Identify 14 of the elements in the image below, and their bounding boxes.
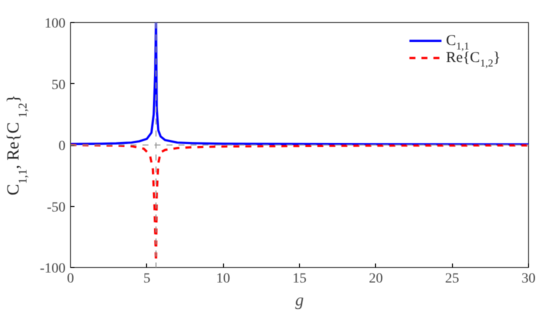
x-tick-label: 30 (522, 272, 536, 286)
x-tick-label: 15 (292, 272, 306, 286)
y-axis-title: C1,1, Re{C1,2} (4, 94, 30, 196)
x-tick-label: 25 (445, 272, 460, 286)
x-axis-title: g (295, 290, 304, 310)
x-tick-label: 5 (143, 272, 150, 286)
y-tick-label: -100 (40, 262, 66, 276)
y-tick-label: -50 (46, 200, 66, 216)
y-tick-label: 100 (44, 16, 66, 32)
x-tick-label: 20 (368, 272, 383, 286)
x-tick-label: 10 (216, 272, 230, 286)
y-tick-label: 50 (52, 78, 66, 93)
y-tick-label: 0 (58, 139, 66, 154)
line-series (70, 22, 528, 146)
